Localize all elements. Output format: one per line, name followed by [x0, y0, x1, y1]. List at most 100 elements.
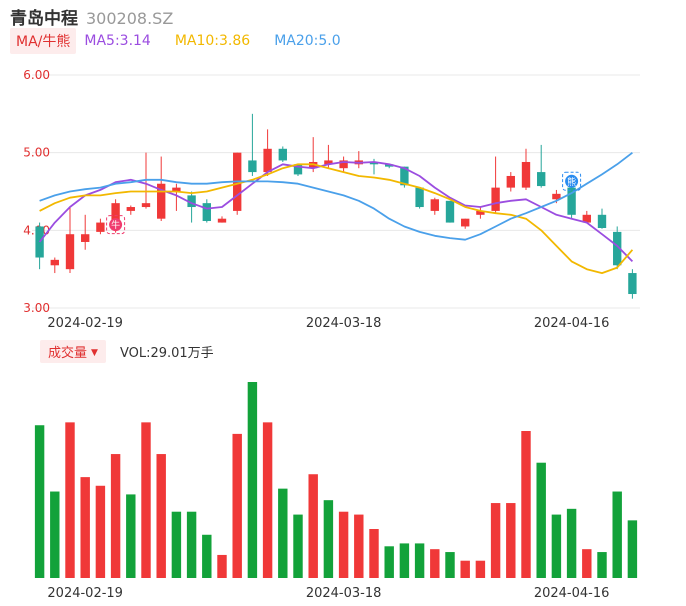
volume-bar	[460, 560, 470, 578]
marker-frame	[562, 171, 582, 191]
price-x-axis: 2024-02-19 2024-03-18 2024-04-16	[47, 316, 609, 331]
volume-bars	[34, 382, 638, 578]
price-y-axis: 3.004.005.006.00	[23, 68, 50, 315]
candle-body	[613, 231, 622, 266]
volume-bar	[612, 491, 622, 578]
volume-bar	[521, 431, 531, 578]
volume-bar	[354, 514, 364, 578]
candlesticks	[35, 113, 637, 299]
candle-body	[582, 214, 591, 223]
price-gridlines	[32, 74, 640, 309]
marker-dot	[109, 218, 123, 232]
marker-label: 牛	[111, 219, 120, 231]
ma5-legend-value: MA5:3.14	[84, 33, 151, 49]
stock-code: 300208.SZ	[86, 9, 174, 28]
candle-body	[187, 195, 196, 208]
volume-indicator-selector[interactable]: 成交量 ▼	[40, 339, 106, 363]
x-tick-label: 2024-02-19	[47, 316, 123, 331]
candle-body	[597, 214, 607, 229]
candle-body	[248, 160, 257, 173]
volume-selector-label: 成交量	[48, 345, 88, 361]
volume-bar	[95, 485, 106, 578]
volume-bar	[141, 422, 151, 578]
candle-body	[369, 162, 379, 165]
volume-bar	[232, 433, 242, 578]
volume-bar	[186, 511, 197, 578]
volume-bar	[414, 543, 425, 578]
ma20-legend-value: MA20:5.0	[274, 33, 341, 49]
x-tick-label: 2024-03-18	[306, 316, 382, 331]
candle-body	[111, 203, 120, 227]
candle-body	[552, 193, 561, 200]
ma-indicator-selector[interactable]: MA/牛熊	[10, 28, 77, 54]
candle-body	[157, 183, 166, 219]
candle-body	[537, 172, 546, 187]
candle-body	[141, 203, 151, 208]
volume-bar	[597, 552, 607, 578]
moving-average-lines	[38, 151, 634, 275]
x-tick-label: 2024-04-16	[534, 316, 610, 331]
volume-x-axis: 2024-02-19 2024-03-18 2024-04-16	[47, 586, 609, 601]
candle-body	[172, 187, 181, 192]
candle-body	[293, 164, 303, 175]
volume-bar	[551, 514, 562, 578]
volume-bar	[217, 554, 227, 578]
volume-bar	[293, 514, 303, 578]
volume-bar	[110, 454, 121, 578]
candle-body	[445, 200, 455, 223]
volume-bar	[262, 422, 273, 578]
volume-bar	[338, 511, 349, 578]
volume-bar	[65, 422, 75, 578]
candle-body	[385, 164, 394, 167]
volume-bar	[34, 425, 45, 578]
volume-bar	[582, 549, 592, 578]
volume-value: VOL:29.01万手	[119, 345, 214, 361]
candle-body	[81, 234, 90, 242]
candle-body	[491, 187, 500, 211]
candle-body	[567, 187, 576, 215]
candle-body	[476, 210, 485, 215]
y-tick-label: 3.00	[23, 301, 50, 315]
volume-bar	[80, 477, 90, 578]
volume-bar	[566, 508, 577, 578]
volume-bar	[536, 462, 546, 578]
candle-body	[50, 259, 59, 266]
volume-bar	[475, 560, 486, 578]
marker-frame	[106, 215, 126, 235]
volume-x-tick-label: 2024-04-16	[534, 586, 610, 601]
candle-body	[278, 148, 287, 161]
ma-legend: MA/牛熊 MA5:3.14 MA10:3.86 MA20:5.0	[10, 28, 365, 54]
volume-bar	[384, 546, 394, 578]
candle-body	[126, 207, 135, 211]
signal-markers: 牛熊	[106, 171, 582, 235]
marker-label: 熊	[567, 176, 576, 188]
candle-body	[521, 161, 531, 188]
volume-bar	[50, 491, 60, 578]
volume-bar	[202, 534, 212, 578]
candle-body	[96, 222, 105, 232]
candle-body	[461, 218, 470, 227]
volume-bar	[490, 503, 501, 578]
volume-bar	[399, 543, 410, 578]
volume-bar	[171, 511, 182, 578]
volume-bar	[430, 549, 440, 578]
title-row: 青岛中程 300208.SZ	[10, 4, 173, 30]
candle-body	[217, 218, 227, 223]
volume-bar	[369, 529, 379, 578]
volume-bar	[247, 382, 258, 578]
candle-body	[430, 199, 439, 211]
volume-bar	[126, 494, 136, 578]
ma20-line	[39, 151, 633, 241]
stock-name: 青岛中程	[10, 9, 78, 29]
volume-x-tick-label: 2024-02-19	[47, 586, 123, 601]
caret-down-icon: ▼	[91, 347, 98, 358]
volume-x-tick-label: 2024-03-18	[306, 586, 382, 601]
volume-bar	[278, 488, 288, 578]
volume-legend: 成交量 ▼ VOL:29.01万手	[40, 339, 214, 363]
candle-body	[65, 234, 75, 270]
y-tick-label: 5.00	[23, 146, 50, 160]
candle-body	[324, 160, 333, 165]
candle-body	[339, 160, 348, 169]
ma10-legend-value: MA10:3.86	[174, 33, 251, 49]
